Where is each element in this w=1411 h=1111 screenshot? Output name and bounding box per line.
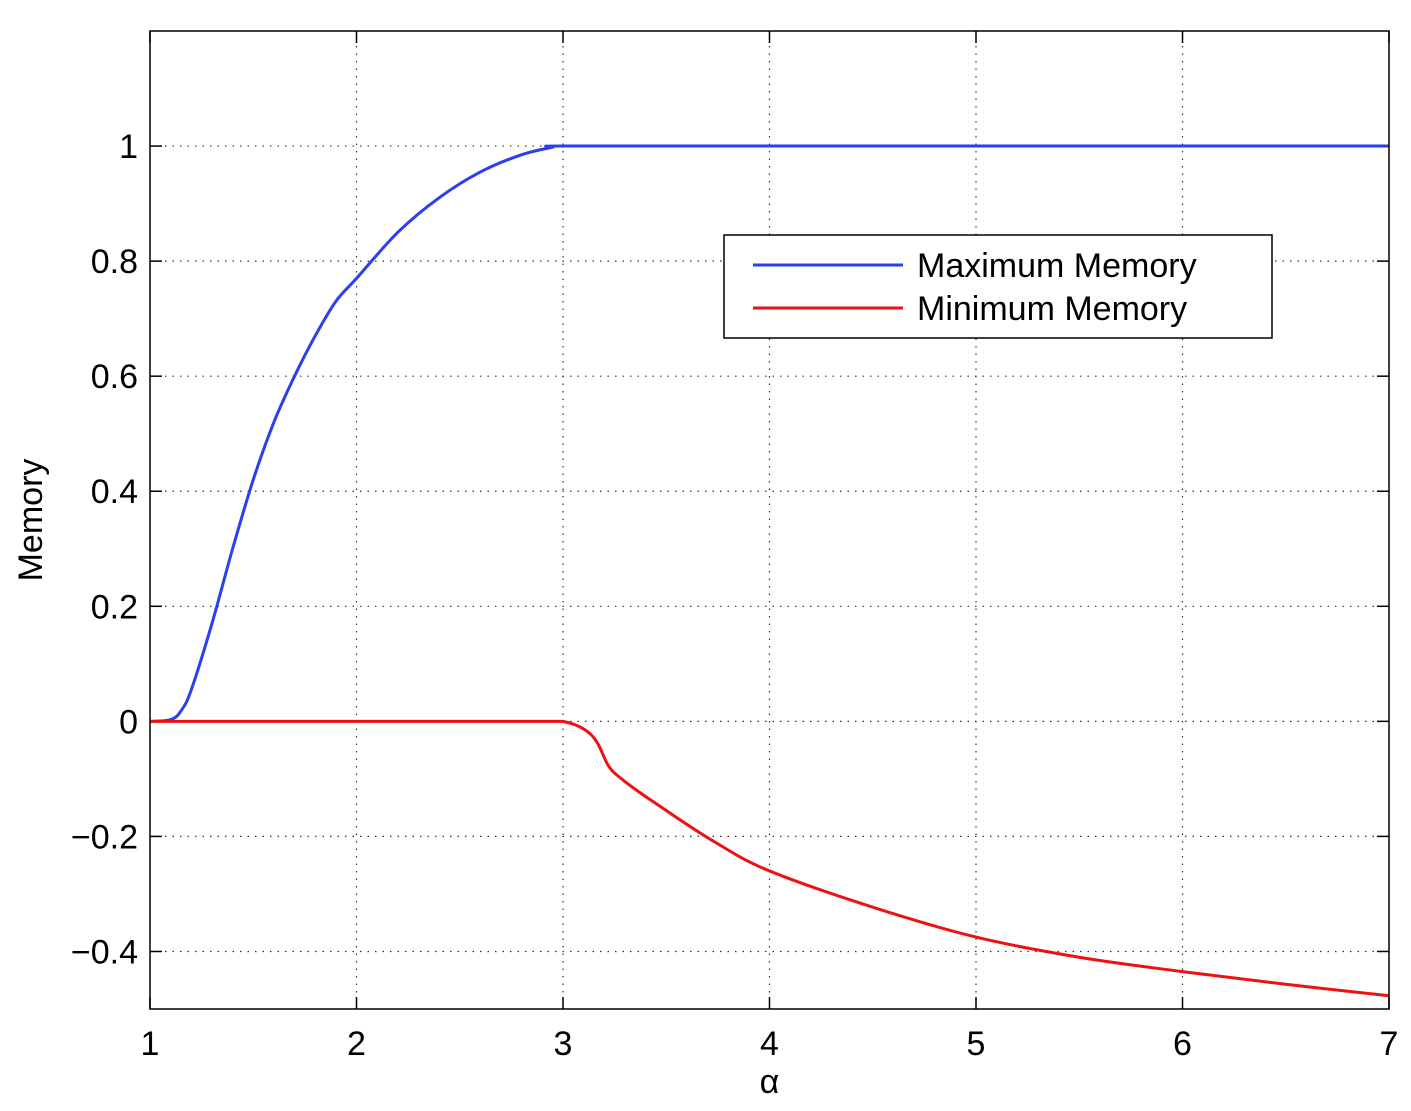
series-lines xyxy=(149,144,1390,998)
x-tick-label: 5 xyxy=(967,1025,986,1063)
tick-labels: 1 2 3 4 5 6 7 −0.4 −0.2 0 0.2 0.4 0.6 0.8 1 xyxy=(71,128,1399,1063)
x-tick-label: 2 xyxy=(347,1025,366,1063)
x-axis-label: α xyxy=(760,1063,780,1101)
x-tick-label: 6 xyxy=(1173,1025,1192,1063)
plot-frame xyxy=(149,30,1390,1010)
y-tick-label: −0.2 xyxy=(71,818,138,856)
y-axis-label: Memory xyxy=(12,459,50,582)
series-line-maximum-memory xyxy=(149,144,1389,723)
y-tick-label: 0.8 xyxy=(91,243,138,281)
y-tick-label: 0 xyxy=(119,703,138,741)
legend-label-maximum-memory: Maximum Memory xyxy=(917,247,1197,285)
grid-lines xyxy=(150,31,1389,1009)
y-tick-label: 1 xyxy=(119,128,138,166)
y-tick-label: −0.4 xyxy=(71,933,138,971)
x-tick-label: 4 xyxy=(760,1025,779,1063)
y-tick-label: 0.2 xyxy=(91,588,138,626)
series-line-minimum-memory xyxy=(150,719,1390,998)
legend-label-minimum-memory: Minimum Memory xyxy=(917,290,1187,328)
y-tick-label: 0.4 xyxy=(91,473,138,511)
x-tick-label: 3 xyxy=(554,1025,573,1063)
legend-box xyxy=(723,234,1273,339)
x-tick-label: 1 xyxy=(141,1025,160,1063)
y-tick-label: 0.6 xyxy=(91,358,138,396)
legend: Maximum Memory Minimum Memory xyxy=(723,234,1273,339)
x-tick-label: 7 xyxy=(1380,1025,1399,1063)
